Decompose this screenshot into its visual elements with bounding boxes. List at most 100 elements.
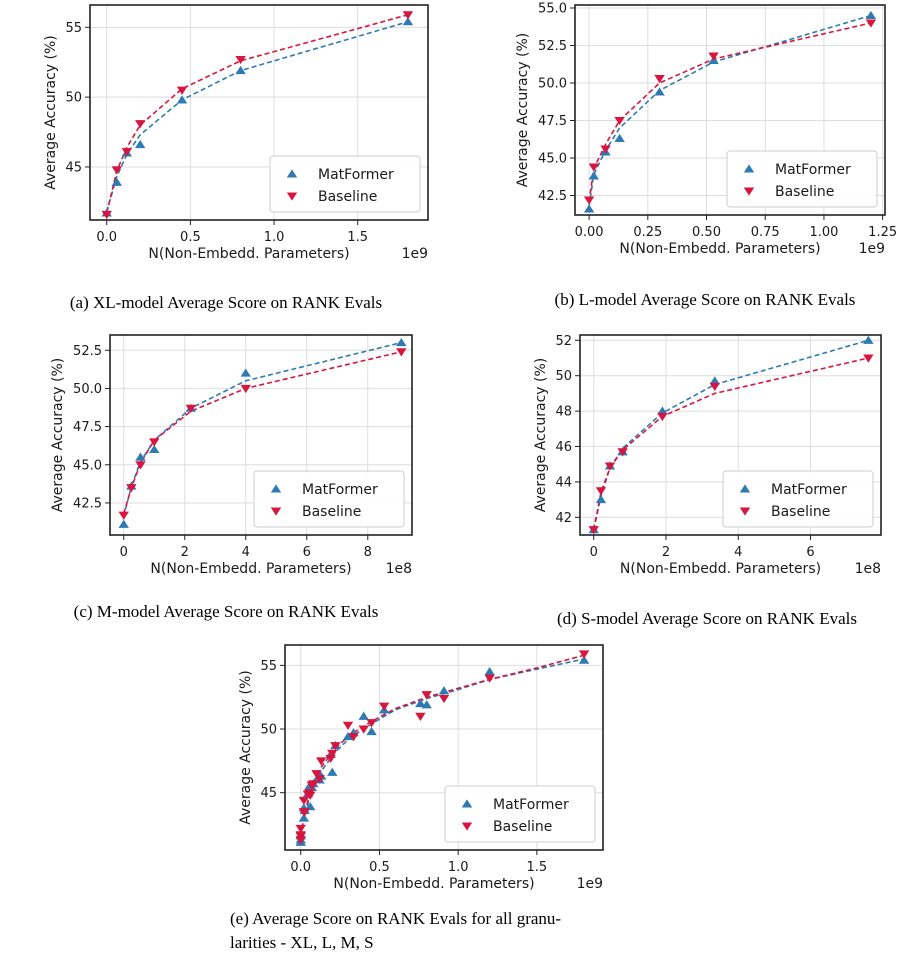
legend-label-baseline: Baseline — [775, 184, 834, 200]
data-point-matformer — [402, 17, 414, 26]
y-tick-label: 50 — [260, 723, 277, 738]
x-axis-label: N(Non-Embedd. Parameters) — [620, 561, 821, 577]
y-tick-label: 44 — [555, 475, 572, 490]
data-point-baseline — [366, 719, 377, 728]
y-tick-label: 55.0 — [538, 2, 567, 17]
y-tick-label: 52.5 — [538, 39, 567, 54]
plot-frame — [579, 334, 882, 536]
x-tick-label: 4 — [242, 545, 250, 560]
x-tick-label: 0 — [120, 545, 128, 560]
data-point-baseline — [708, 52, 719, 61]
caption: (b) L-model Average Score on RANK Evals — [555, 290, 856, 309]
data-point-baseline — [135, 461, 146, 470]
data-point-matformer — [578, 655, 590, 664]
data-point-baseline — [396, 348, 407, 357]
legend-label-baseline: Baseline — [493, 819, 552, 835]
plot-frame — [284, 644, 604, 851]
chart-e: 0.0 0.5 1.0 1.5 45 50 55 N(Non-Embedd. Paramete… — [230, 644, 604, 952]
data-point-baseline — [348, 733, 359, 742]
data-point-baseline — [176, 86, 188, 95]
data-point-baseline — [578, 650, 590, 659]
data-point-baseline — [126, 484, 137, 493]
x-axis-label: N(Non-Embedd. Parameters) — [150, 561, 351, 577]
data-point-baseline — [438, 694, 450, 704]
data-point-matformer — [240, 368, 251, 377]
legend: MatFormer Baseline — [722, 470, 874, 528]
data-point-matformer — [654, 87, 665, 96]
caption: (d) S-model Average Score on RANK Evals — [557, 609, 857, 628]
x-axis-offset-label: 1e9 — [402, 246, 428, 262]
data-point-matformer — [595, 494, 607, 504]
legend-marker-baseline — [286, 192, 298, 201]
y-axis-label: Average Accuracy (%) — [238, 670, 254, 825]
data-point-matformer — [865, 10, 877, 20]
legend-label-baseline: Baseline — [771, 504, 830, 520]
legend-box — [726, 150, 878, 208]
data-point-baseline — [484, 674, 495, 683]
y-tick-label: 47.5 — [73, 420, 102, 435]
data-point-baseline — [118, 511, 129, 520]
legend-label-baseline: Baseline — [318, 189, 377, 205]
data-point-matformer — [415, 698, 426, 708]
x-tick-label: 0.75 — [751, 225, 780, 240]
x-tick-label: 2 — [181, 545, 189, 560]
legend-marker-matformer — [461, 799, 473, 808]
data-point-baseline — [134, 120, 146, 129]
legend-marker-matformer — [270, 484, 282, 493]
data-point-baseline — [235, 55, 246, 65]
data-point-baseline — [421, 691, 432, 700]
x-tick-label: 0.5 — [180, 230, 201, 245]
data-point-baseline — [604, 462, 616, 471]
x-tick-label: 0.5 — [369, 860, 390, 875]
data-point-matformer — [396, 337, 407, 347]
data-point-matformer — [176, 95, 188, 104]
data-point-baseline — [657, 412, 668, 422]
legend-label-matformer: MatFormer — [493, 797, 569, 813]
data-point-baseline — [709, 382, 720, 392]
x-axis-label: N(Non-Embedd. Parameters) — [333, 876, 534, 892]
data-point-matformer — [588, 171, 599, 180]
data-point-baseline — [865, 19, 877, 28]
data-point-matformer — [149, 444, 160, 454]
y-tick-label: 42.5 — [73, 496, 102, 511]
x-tick-label: 4 — [734, 545, 742, 560]
data-point-baseline — [240, 384, 251, 394]
data-point-baseline — [588, 526, 599, 535]
data-point-matformer — [134, 139, 146, 149]
x-tick-label: 6 — [303, 545, 311, 560]
legend-label-matformer: MatFormer — [771, 482, 847, 498]
x-axis-offset-label: 1e9 — [859, 241, 885, 257]
y-tick-label: 50.0 — [538, 77, 567, 92]
chart-a: 0.0 0.5 1.0 1.5 45 50 55 N(Non-Embedd. Paramete… — [43, 4, 429, 312]
x-tick-label: 1.25 — [868, 225, 897, 240]
legend-box — [253, 470, 405, 528]
legend-box — [269, 155, 421, 213]
y-tick-label: 42 — [555, 511, 572, 526]
x-axis-label: N(Non-Embedd. Parameters) — [619, 241, 820, 257]
x-axis-offset-label: 1e8 — [386, 561, 412, 577]
legend-label-matformer: MatFormer — [302, 482, 378, 498]
y-tick-label: 46 — [555, 440, 572, 455]
x-tick-label: 0.0 — [96, 230, 117, 245]
legend: MatFormer Baseline — [253, 470, 405, 528]
data-point-baseline — [111, 166, 122, 175]
y-tick-label: 42.5 — [538, 189, 567, 204]
data-point-baseline — [298, 808, 310, 817]
legend-label-matformer: MatFormer — [318, 167, 394, 183]
data-point-matformer — [657, 406, 668, 415]
y-tick-label: 45.0 — [73, 458, 102, 473]
x-tick-label: 0 — [590, 545, 598, 560]
x-tick-label: 0.0 — [290, 860, 311, 875]
data-point-baseline — [614, 116, 625, 126]
x-tick-label: 0.00 — [575, 225, 604, 240]
data-point-baseline — [316, 757, 327, 766]
data-point-matformer — [438, 686, 450, 695]
data-point-matformer — [118, 519, 129, 528]
y-tick-label: 52 — [555, 334, 572, 349]
data-point-baseline — [330, 742, 341, 751]
legend-marker-matformer — [739, 484, 751, 493]
y-axis-label: Average Accuracy (%) — [50, 358, 66, 513]
y-axis-label: Average Accuracy (%) — [515, 33, 531, 188]
y-tick-label: 55 — [260, 659, 277, 674]
data-point-baseline — [588, 163, 599, 172]
